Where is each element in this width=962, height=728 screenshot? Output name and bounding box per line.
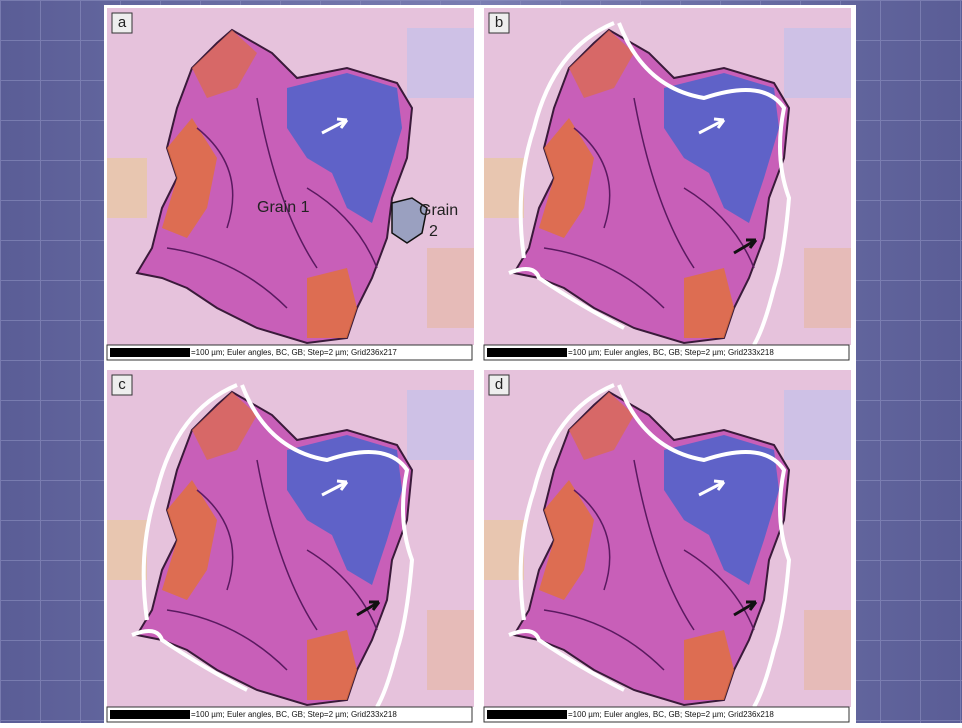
panel: c =100 µm; Euler angles, BC, GB; Step=2 µ… [107,370,474,722]
scale-bar [110,710,190,719]
panel: b =100 µm; Euler angles, BC, GB; Step=2 µ… [484,8,851,360]
map-patch [427,610,474,690]
scale-bar [110,348,190,357]
grain-label: 2 [429,223,438,240]
map-patch [784,28,851,98]
grain-label: Grain 1 [257,199,310,216]
map-patch [407,28,474,98]
panel-label: b [495,14,503,31]
map-patch [804,610,851,690]
panel: d =100 µm; Euler angles, BC, GB; Step=2 µ… [484,370,851,722]
grain-label: Grain [419,202,458,219]
map-patch [784,390,851,460]
slide: Grain 1 Grain 2 a =100 µm; Euler angles, BC,… [0,0,962,723]
panel-label: d [495,376,503,393]
scale-bar [487,348,567,357]
caption: =100 µm; Euler angles, BC, GB; Step=2 µm… [191,348,397,357]
map-patch [427,248,474,328]
map-patch [107,520,147,580]
map-patch [484,520,524,580]
caption: =100 µm; Euler angles, BC, GB; Step=2 µm… [191,710,397,719]
map-patch [407,390,474,460]
panel: Grain 1 Grain 2 a =100 µm; Euler angles, BC,… [107,8,474,360]
panel-label: a [118,14,127,31]
panel-label: c [118,376,126,393]
caption: =100 µm; Euler angles, BC, GB; Step=2 µm… [568,348,774,357]
map-patch [484,158,524,218]
map-patch [107,158,147,218]
map-patch [804,248,851,328]
caption: =100 µm; Euler angles, BC, GB; Step=2 µm… [568,710,774,719]
scale-bar [487,710,567,719]
